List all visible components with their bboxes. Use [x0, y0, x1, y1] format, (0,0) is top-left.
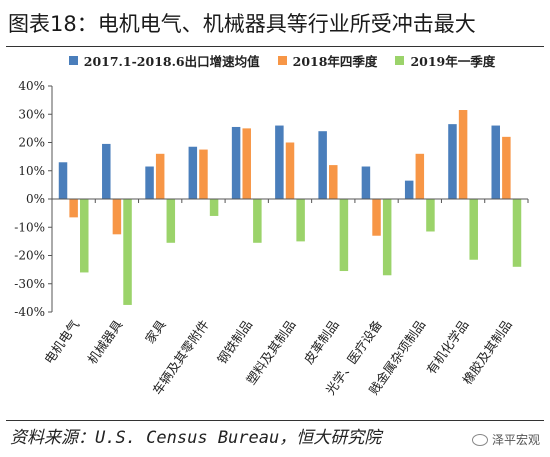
watermark-label: 泽平宏观 — [491, 433, 540, 447]
legend-label-series-3: 2019年一季度 — [410, 53, 496, 69]
bar-series-1 — [102, 143, 111, 199]
y-tick-label: 40% — [18, 79, 45, 93]
legend-swatch-series-2 — [277, 55, 287, 65]
legend-item-series-2: 2018年四季度 — [277, 51, 378, 70]
bar-series-1 — [58, 162, 68, 199]
bar-series-2 — [155, 153, 165, 199]
bar-series-2 — [69, 199, 78, 218]
bar-series-3 — [512, 199, 522, 267]
y-tick-label: -30% — [14, 277, 45, 291]
x-tick-label: 有机化学品 — [423, 317, 471, 377]
bar-series-3 — [253, 199, 262, 243]
bar-series-2 — [199, 149, 208, 199]
chart-title: 图表18：电机电气、机械器具等行业所受冲击最大 — [8, 12, 476, 36]
bar-series-3 — [469, 199, 478, 260]
bar-series-2 — [415, 153, 425, 199]
y-tick-label: 10% — [18, 164, 45, 178]
y-tick-label: 30% — [18, 107, 45, 121]
legend-swatch-series-1 — [68, 55, 78, 65]
x-tick-label: 电机电气 — [41, 317, 82, 367]
bar-series-3 — [426, 199, 435, 232]
y-tick-label: -10% — [14, 220, 45, 234]
bar-series-3 — [80, 199, 89, 273]
x-tick-label: 机械器具 — [84, 317, 125, 367]
legend-swatch-series-3 — [395, 55, 405, 65]
y-tick-label: -40% — [14, 305, 45, 319]
x-tick-label: 皮革制品 — [301, 317, 342, 367]
bar-series-2 — [458, 110, 468, 199]
title-divider — [6, 46, 544, 47]
bar-series-3 — [123, 199, 132, 305]
legend-item-series-3: 2019年一季度 — [395, 51, 495, 70]
legend-label-series-2: 2018年四季度 — [292, 53, 378, 69]
bar-series-1 — [448, 124, 457, 199]
bar-series-1 — [404, 180, 414, 199]
bar-series-2 — [285, 142, 295, 199]
y-tick-label: 20% — [18, 136, 45, 150]
bar-series-3 — [382, 199, 392, 276]
bar-series-1 — [491, 125, 500, 199]
bar-series-1 — [318, 131, 327, 199]
bar-series-2 — [372, 199, 381, 236]
bar-series-1 — [361, 166, 371, 199]
x-tick-label: 钢铁制品 — [214, 317, 255, 367]
watermark: 泽平宏观 — [471, 430, 540, 450]
bar-series-3 — [339, 199, 349, 272]
bar-series-3 — [209, 199, 219, 216]
legend-item-series-1: 2017.1-2018.6出口增速均值 — [68, 51, 260, 70]
y-tick-label: 0% — [26, 192, 45, 206]
source-divider — [6, 420, 544, 421]
x-tick-label: 家具 — [142, 317, 169, 346]
legend-label-series-1: 2017.1-2018.6出口增速均值 — [83, 53, 260, 69]
bar-series-3 — [296, 199, 305, 242]
bar-series-1 — [188, 146, 198, 199]
bar-series-2 — [502, 136, 511, 199]
bar-series-3 — [166, 199, 176, 243]
bar-series-2 — [329, 165, 338, 199]
bar-chart: -40% -30% -20% -10% 0% 10% 20% 30% 40% 电机电气 机械器具 家具… — [14, 79, 529, 397]
bar-series-1 — [275, 125, 284, 199]
source-note: 资料来源：U.S. Census Bureau，恒大研究院 — [10, 428, 382, 448]
bar-series-2 — [242, 128, 251, 199]
wechat-icon — [471, 434, 488, 446]
bar-series-2 — [112, 199, 122, 235]
y-tick-label: -20% — [14, 249, 45, 263]
bar-series-1 — [145, 166, 154, 199]
bar-series-1 — [231, 126, 241, 199]
chart-legend: 2017.1-2018.6出口增速均值 2018年四季度 2019年一季度 — [20, 50, 544, 70]
